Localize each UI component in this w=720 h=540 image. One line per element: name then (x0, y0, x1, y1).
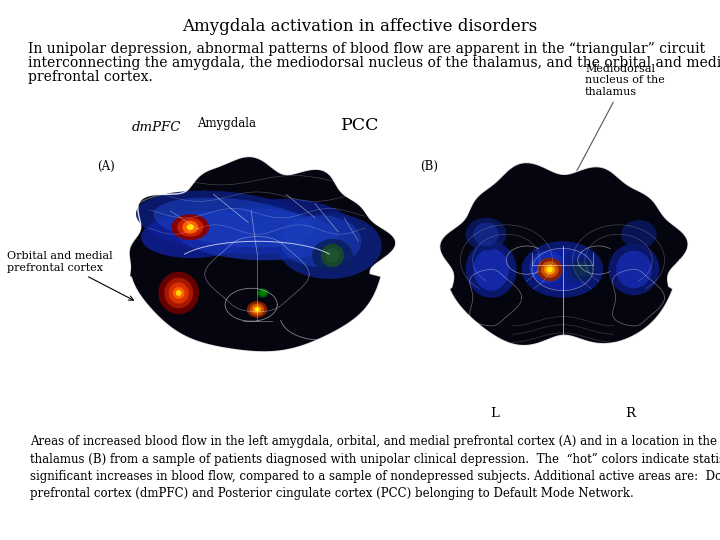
Text: interconnecting the amygdala, the mediodorsal nucleus of the thalamus, and the o: interconnecting the amygdala, the mediod… (28, 56, 720, 70)
Ellipse shape (532, 248, 593, 291)
Ellipse shape (158, 272, 199, 314)
Ellipse shape (544, 264, 555, 275)
Ellipse shape (228, 199, 356, 255)
Ellipse shape (250, 303, 264, 315)
Ellipse shape (136, 191, 320, 254)
Ellipse shape (560, 251, 595, 284)
Ellipse shape (621, 220, 657, 248)
Ellipse shape (141, 211, 257, 258)
Ellipse shape (177, 218, 203, 237)
Text: Orbital and medial
prefrontal cortex: Orbital and medial prefrontal cortex (7, 251, 133, 300)
Text: Amygdala: Amygdala (197, 117, 256, 208)
Ellipse shape (186, 224, 194, 230)
Ellipse shape (473, 222, 499, 246)
Text: Amygdala activation in affective disorders: Amygdala activation in affective disorde… (182, 18, 538, 35)
Text: (B): (B) (420, 160, 438, 173)
Polygon shape (440, 163, 688, 346)
Text: PCC: PCC (341, 117, 379, 134)
Ellipse shape (529, 251, 565, 284)
Ellipse shape (466, 218, 506, 251)
Ellipse shape (570, 258, 595, 281)
Ellipse shape (182, 221, 198, 234)
Ellipse shape (616, 251, 652, 288)
Ellipse shape (253, 306, 261, 313)
Ellipse shape (541, 261, 559, 278)
Text: In unipolar depression, abnormal patterns of blood flow are apparent in the “tri: In unipolar depression, abnormal pattern… (28, 42, 705, 56)
Ellipse shape (259, 290, 266, 296)
Text: L: L (490, 407, 500, 420)
Ellipse shape (257, 288, 269, 298)
Ellipse shape (280, 215, 361, 267)
Ellipse shape (537, 258, 562, 281)
Ellipse shape (575, 262, 590, 276)
Ellipse shape (153, 198, 315, 247)
Ellipse shape (176, 290, 181, 296)
Ellipse shape (171, 214, 209, 240)
Ellipse shape (546, 267, 553, 272)
Text: (A): (A) (97, 160, 114, 173)
Ellipse shape (608, 244, 660, 295)
Ellipse shape (312, 239, 353, 272)
Ellipse shape (164, 278, 193, 308)
Text: R: R (625, 407, 635, 420)
Text: Areas of increased blood flow in the left amygdala, orbital, and medial prefront: Areas of increased blood flow in the lef… (30, 435, 720, 501)
Polygon shape (129, 157, 396, 352)
Ellipse shape (277, 213, 382, 279)
Text: dmPFC: dmPFC (132, 121, 181, 134)
Ellipse shape (325, 248, 340, 262)
Text: Mediodorsal
nucleus of the
thalamus: Mediodorsal nucleus of the thalamus (557, 64, 665, 208)
Ellipse shape (255, 308, 259, 311)
Ellipse shape (247, 301, 267, 318)
Ellipse shape (466, 241, 517, 298)
Ellipse shape (321, 244, 344, 267)
Ellipse shape (168, 282, 189, 303)
Ellipse shape (473, 248, 509, 291)
Text: prefrontal cortex.: prefrontal cortex. (28, 70, 153, 84)
Ellipse shape (173, 287, 184, 299)
Ellipse shape (522, 241, 603, 298)
Ellipse shape (176, 208, 338, 260)
